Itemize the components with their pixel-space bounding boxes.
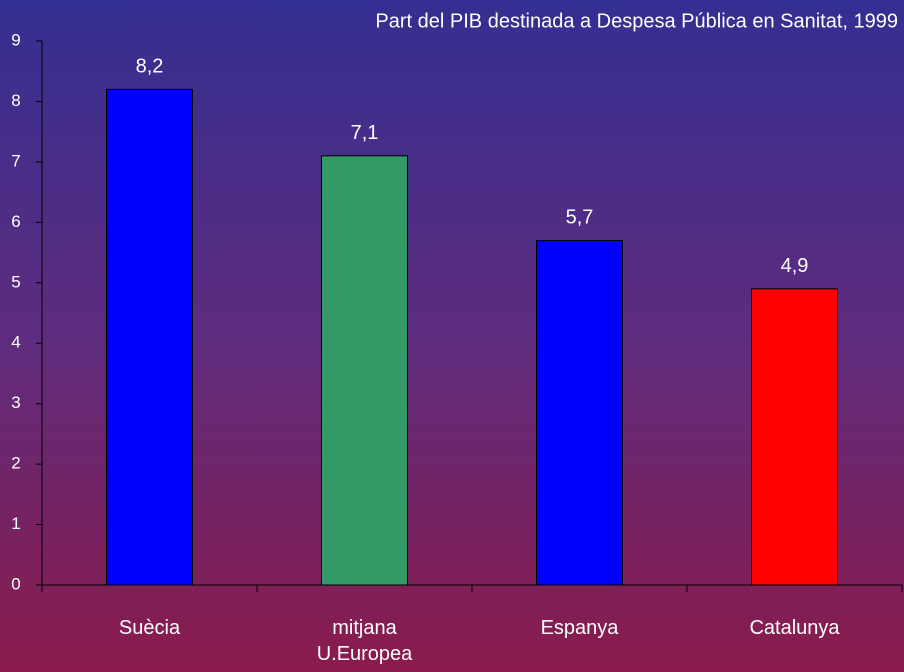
y-tick-label: 6 (11, 212, 20, 231)
bar (106, 88, 193, 586)
y-tick-label: 3 (11, 393, 20, 412)
x-tick-label: Catalunya (749, 617, 840, 639)
value-label: 4,9 (781, 255, 809, 277)
bar (536, 239, 623, 586)
y-tick-label: 8 (11, 91, 20, 110)
value-label: 7,1 (351, 122, 379, 144)
y-tick-label: 5 (11, 272, 20, 291)
y-tick-label: 9 (11, 30, 20, 49)
y-tick-label: 4 (11, 333, 20, 352)
x-tick-label: mitjana U.Europea (316, 617, 413, 665)
bar (751, 288, 838, 586)
chart-title: Part del PIB destinada a Despesa Pública… (375, 10, 898, 32)
y-tick-label: 1 (11, 514, 20, 533)
value-label: 5,7 (566, 207, 594, 229)
y-tick-label: 0 (11, 574, 20, 593)
bar (321, 155, 408, 586)
x-tick-label: Espanya (540, 617, 619, 639)
x-tick-label: Suècia (118, 617, 181, 639)
value-label: 8,2 (136, 56, 164, 78)
y-tick-label: 2 (11, 454, 20, 473)
y-tick-label: 7 (11, 151, 20, 170)
